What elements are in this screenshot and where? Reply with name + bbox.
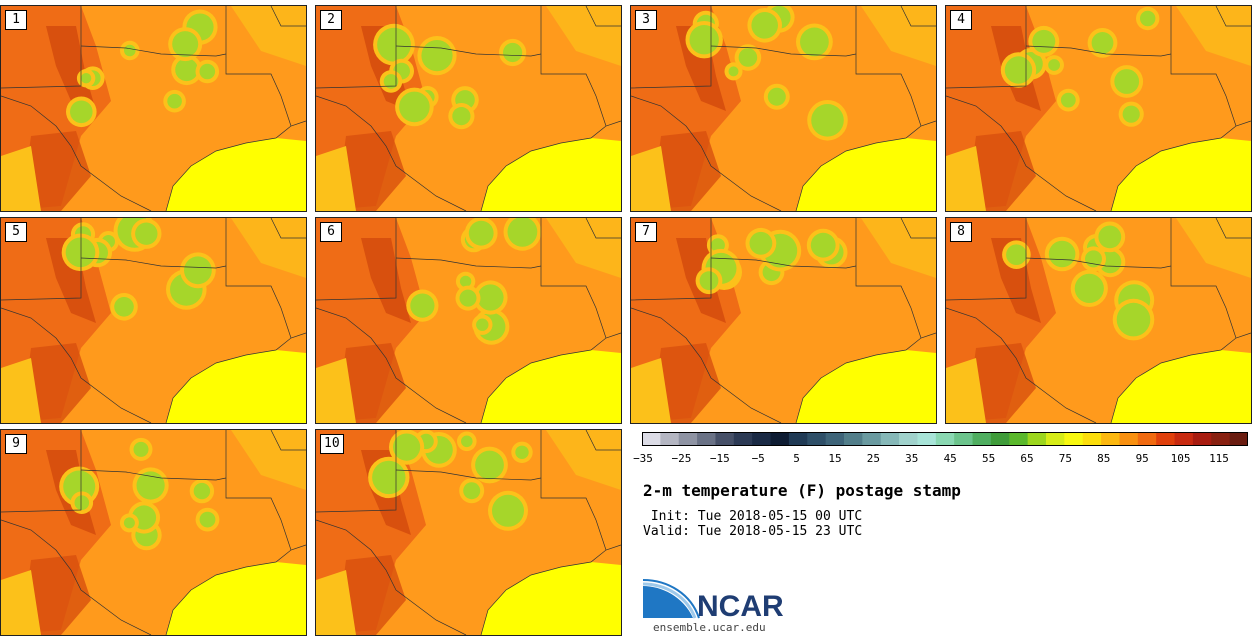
colorbar-swatch: [1101, 432, 1120, 446]
init-time: Init: Tue 2018-05-15 00 UTC: [643, 509, 863, 524]
temperature-map: [316, 430, 621, 635]
member-number: 2: [320, 10, 342, 30]
colorbar-tick-label: −15: [709, 452, 730, 465]
colorbar-swatch: [844, 432, 863, 446]
member-number: 5: [5, 222, 27, 242]
colorbar-swatch: [752, 432, 772, 446]
figure-title: 2-m temperature (F) postage stamp: [643, 481, 961, 500]
colorbar-tick-label: 15: [828, 452, 842, 465]
map-panel: 5: [0, 217, 307, 424]
colorbar-swatch: [880, 432, 900, 446]
colorbar-swatch: [1064, 432, 1084, 446]
map-panel: 1: [0, 5, 307, 212]
colorbar-swatch: [899, 432, 918, 446]
colorbar-tick-label: 45: [943, 452, 957, 465]
colorbar-tick-label: 85: [1097, 452, 1111, 465]
temperature-map: [946, 6, 1251, 211]
colorbar-swatch: [917, 432, 937, 446]
colorbar-swatch: [697, 432, 716, 446]
colorbar-swatch: [807, 432, 827, 446]
colorbar-frame: [642, 432, 1248, 446]
colorbar-tick-label: 105: [1170, 452, 1191, 465]
colorbar-tick-label: 55: [981, 452, 996, 465]
colorbar-swatch: [1027, 432, 1047, 446]
temperature-map: [946, 218, 1251, 423]
colorbar-swatch: [1119, 432, 1139, 446]
colorbar-swatch: [770, 432, 790, 446]
map-panel: 2: [315, 5, 622, 212]
colorbar-tick-label: 25: [866, 452, 881, 465]
colorbar-swatch: [1156, 432, 1176, 446]
valid-time: Valid: Tue 2018-05-15 23 UTC: [643, 524, 863, 539]
colorbar-tick-label: 65: [1020, 452, 1034, 465]
member-number: 10: [320, 434, 344, 454]
map-panel: 10: [315, 429, 622, 636]
temperature-map: [631, 6, 936, 211]
colorbar-swatch: [1229, 432, 1248, 446]
colorbar-swatch: [660, 432, 680, 446]
member-number: 9: [5, 434, 27, 454]
colorbar-tick-label: 115: [1209, 452, 1229, 465]
temperature-map: [316, 218, 621, 423]
colorbar-swatch: [642, 432, 661, 446]
temperature-map: [1, 430, 306, 635]
ncar-logo-text: NCAR: [697, 590, 784, 620]
member-number: 7: [635, 222, 657, 242]
colorbar-swatch: [935, 432, 955, 446]
colorbar-swatch: [825, 432, 845, 446]
member-number: 4: [950, 10, 972, 30]
colorbar-swatch: [1009, 432, 1029, 446]
colorbar: [642, 432, 1248, 446]
member-number: 8: [950, 222, 972, 242]
member-number: 1: [5, 10, 27, 30]
colorbar-swatch: [678, 432, 698, 446]
colorbar-swatch: [715, 432, 735, 446]
map-panel: 7: [630, 217, 937, 424]
temperature-map: [631, 218, 936, 423]
map-panel: 9: [0, 429, 307, 636]
ncar-logo: NCAR: [643, 579, 784, 620]
temperature-map: [316, 6, 621, 211]
colorbar-swatch: [733, 432, 753, 446]
colorbar-tick-label: 95: [1135, 452, 1149, 465]
colorbar-swatch: [788, 432, 808, 446]
colorbar-swatch: [1082, 432, 1102, 446]
colorbar-swatch: [1211, 432, 1231, 446]
colorbar-tick-label: 35: [905, 452, 919, 465]
colorbar-tick-label: −35: [633, 452, 653, 465]
logo-url: ensemble.ucar.edu: [653, 621, 766, 634]
colorbar-tick-label: −5: [751, 452, 765, 465]
colorbar-swatch: [990, 432, 1010, 446]
colorbar-tick-label: 75: [1058, 452, 1073, 465]
colorbar-swatch: [862, 432, 882, 446]
temperature-map: [1, 6, 306, 211]
member-number: 3: [635, 10, 657, 30]
colorbar-tick-label: 5: [793, 452, 800, 465]
map-panel: 8: [945, 217, 1252, 424]
temperature-map: [1, 218, 306, 423]
member-number: 6: [320, 222, 342, 242]
map-panel: 6: [315, 217, 622, 424]
colorbar-swatch: [1046, 432, 1065, 446]
colorbar-tick-label: −25: [671, 452, 692, 465]
colorbar-swatch: [1192, 432, 1212, 446]
colorbar-swatch: [972, 432, 992, 446]
map-panel: 4: [945, 5, 1252, 212]
map-panel: 3: [630, 5, 937, 212]
colorbar-swatch: [954, 432, 974, 446]
colorbar-swatch: [1174, 432, 1194, 446]
colorbar-swatch: [1137, 432, 1157, 446]
